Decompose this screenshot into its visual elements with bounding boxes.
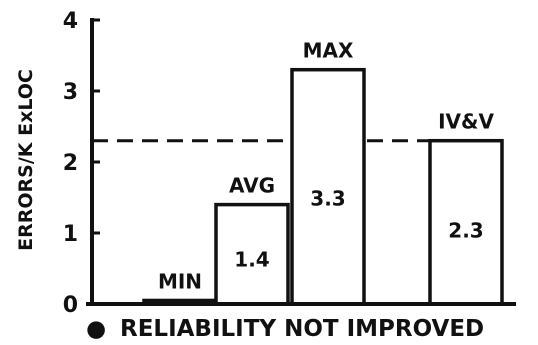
bar-category-label: MAX xyxy=(303,39,354,63)
bar-category-label: MIN xyxy=(158,269,202,293)
bar-value-label: 3.3 xyxy=(310,187,345,211)
bar-value-label: 1.4 xyxy=(234,247,269,271)
y-tick-label: 0 xyxy=(63,293,78,318)
y-axis-label: ERRORS/K ExLOC xyxy=(15,69,37,251)
footer-bullet: ● xyxy=(86,316,106,342)
y-tick-label: 4 xyxy=(63,9,78,34)
bars: MIN AVG 1.4 MAX 3.3 IV&V 2.3 xyxy=(142,39,504,306)
bar-value-label: 2.3 xyxy=(448,219,483,243)
y-ticks: 0 1 2 3 4 xyxy=(63,9,100,318)
y-tick-label: 3 xyxy=(63,80,78,105)
bar xyxy=(214,202,290,306)
bar-category-label: AVG xyxy=(229,174,275,198)
axes xyxy=(86,18,516,306)
footer-note: ● RELIABILITY NOT IMPROVED xyxy=(86,316,484,342)
y-tick-label: 1 xyxy=(63,222,78,247)
footer-text: RELIABILITY NOT IMPROVED xyxy=(120,316,484,342)
bar xyxy=(290,67,366,306)
bar-category-label: IV&V xyxy=(438,110,494,134)
y-tick-label: 2 xyxy=(63,151,78,176)
